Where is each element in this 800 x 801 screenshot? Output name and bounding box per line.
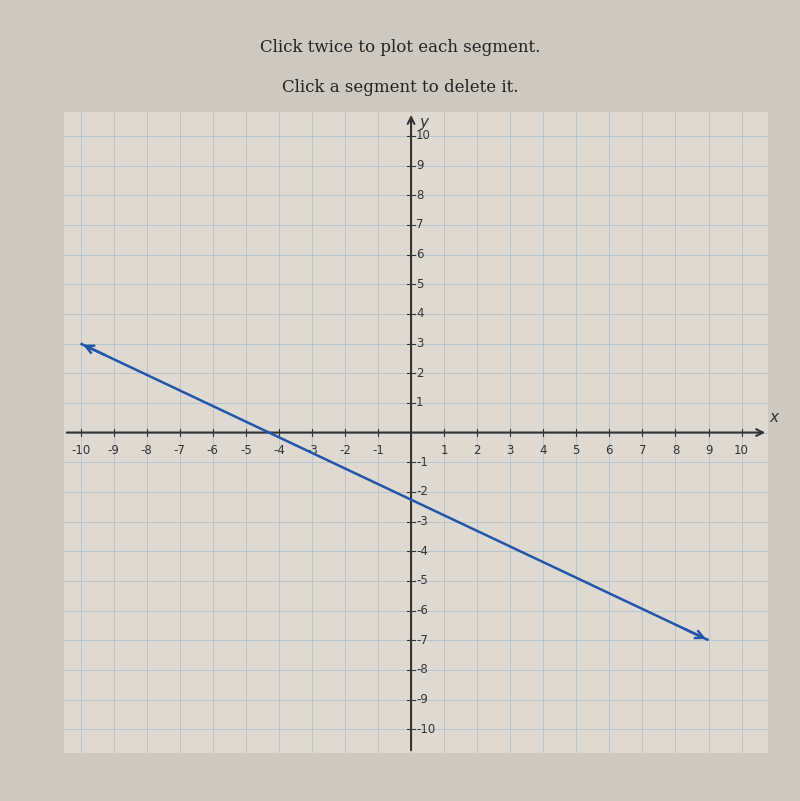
Text: 2: 2: [474, 445, 481, 457]
Text: Click twice to plot each segment.: Click twice to plot each segment.: [260, 39, 540, 56]
Text: -1: -1: [416, 456, 428, 469]
Text: 1: 1: [416, 396, 423, 409]
Text: 6: 6: [606, 445, 613, 457]
Text: -5: -5: [240, 445, 252, 457]
Text: 3: 3: [416, 337, 423, 350]
Text: 3: 3: [506, 445, 514, 457]
Text: -2: -2: [339, 445, 351, 457]
Text: 10: 10: [734, 445, 749, 457]
Text: 9: 9: [705, 445, 712, 457]
Text: 7: 7: [638, 445, 646, 457]
Text: -3: -3: [416, 515, 428, 528]
Text: -8: -8: [141, 445, 153, 457]
Text: 6: 6: [416, 248, 423, 261]
Text: -6: -6: [206, 445, 218, 457]
Text: -7: -7: [416, 634, 428, 646]
Text: 5: 5: [573, 445, 580, 457]
Text: y: y: [419, 115, 428, 130]
Text: -1: -1: [372, 445, 384, 457]
Text: -4: -4: [273, 445, 285, 457]
Text: -6: -6: [416, 604, 428, 617]
Text: 7: 7: [416, 219, 423, 231]
Text: 4: 4: [539, 445, 547, 457]
Text: -4: -4: [416, 545, 428, 557]
Text: -3: -3: [306, 445, 318, 457]
Text: -10: -10: [416, 723, 435, 735]
Text: 8: 8: [672, 445, 679, 457]
Text: 4: 4: [416, 308, 423, 320]
Text: x: x: [770, 410, 778, 425]
Text: -9: -9: [416, 693, 428, 706]
Text: -10: -10: [71, 445, 90, 457]
Text: 9: 9: [416, 159, 423, 172]
Text: Click a segment to delete it.: Click a segment to delete it.: [282, 79, 518, 96]
Text: 8: 8: [416, 189, 423, 202]
Text: -8: -8: [416, 663, 428, 676]
Text: 5: 5: [416, 278, 423, 291]
Text: -5: -5: [416, 574, 428, 587]
Text: -9: -9: [108, 445, 119, 457]
Text: -2: -2: [416, 485, 428, 498]
Text: 2: 2: [416, 367, 423, 380]
Text: 10: 10: [416, 130, 431, 143]
Text: 1: 1: [440, 445, 448, 457]
Text: -7: -7: [174, 445, 186, 457]
